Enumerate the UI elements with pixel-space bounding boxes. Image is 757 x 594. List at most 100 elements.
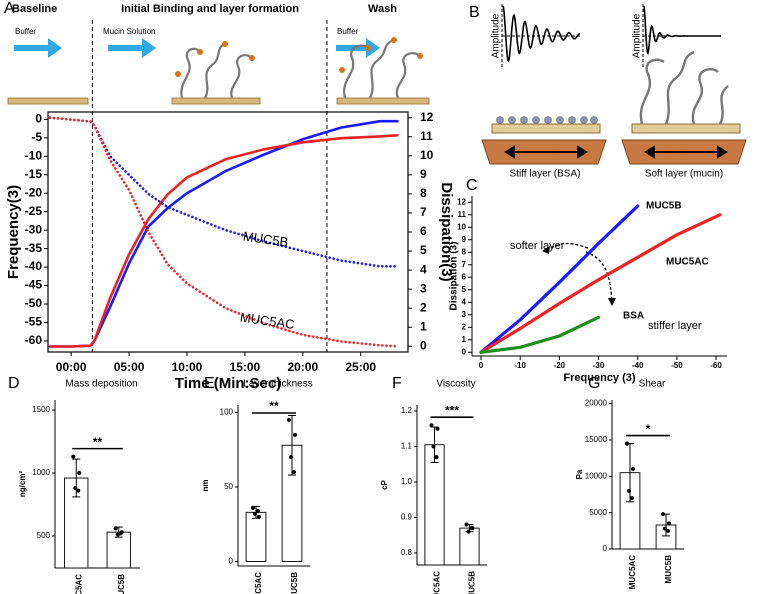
panel-label: D: [8, 375, 20, 392]
data-point: [256, 508, 260, 513]
series-line: [48, 116, 399, 268]
significance: **: [269, 399, 279, 413]
y-tick-label: 2: [462, 322, 467, 331]
wave: [502, 5, 581, 63]
x-tick-label: MUC5AC: [628, 555, 637, 589]
y-tick-label: -40: [25, 259, 43, 273]
data-point: [251, 505, 255, 510]
y-axis-title: nm: [201, 480, 210, 492]
x-tick-label: 25:00: [345, 360, 376, 374]
y-tick-label: 0: [229, 557, 234, 566]
data-point: [431, 444, 436, 449]
x-tick-label: -20: [554, 361, 566, 370]
series-line: [48, 119, 399, 348]
caption: Stiff layer (BSA): [510, 169, 581, 180]
data-point: [293, 432, 297, 437]
substrate: [336, 97, 430, 105]
series-line: [479, 204, 640, 354]
panel-label: F: [392, 375, 402, 392]
series-label: MUC5B: [646, 201, 682, 212]
data-point: [118, 531, 123, 536]
y2-tick-label: 0: [420, 338, 427, 352]
panel-label: B: [469, 4, 480, 21]
annotation: Buffer: [15, 27, 37, 36]
y-tick-label: 0: [462, 347, 467, 356]
x-tick-label: -60: [710, 361, 722, 370]
y2-tick-label: 3: [420, 281, 427, 295]
y-tick-label: 7: [462, 260, 467, 269]
significance: **: [93, 435, 103, 449]
y2-tick-label: 4: [420, 262, 427, 276]
y-axis-title: Dissipation (3): [449, 242, 460, 311]
data-point: [469, 526, 474, 531]
y-tick-label: 10000: [585, 471, 608, 480]
x-tick-label: MUC5B: [117, 574, 126, 594]
y-tick-label: 0.8: [401, 548, 413, 557]
substrate: [171, 97, 261, 105]
x-tick-label: 0: [479, 361, 484, 370]
data-point: [667, 521, 671, 526]
x-tick-label: -10: [514, 361, 526, 370]
y-axis-title: ng/cm²: [18, 471, 27, 498]
y2-tick-label: 8: [420, 186, 427, 200]
y2-tick-label: 9: [420, 167, 427, 181]
x-tick-label: MUC5B: [664, 555, 673, 584]
wave: [643, 5, 721, 56]
data-point: [435, 426, 440, 431]
wave-label: Amplitude: [632, 13, 643, 58]
y2-tick-label: 7: [420, 205, 427, 219]
y-tick-label: -5: [31, 130, 42, 144]
data-point: [464, 522, 469, 527]
x-tick-label: 05:00: [114, 360, 145, 374]
data-point: [429, 423, 434, 428]
y2-tick-label: 6: [420, 224, 427, 238]
y-tick-label: 0.9: [401, 513, 413, 522]
series-line: [48, 134, 399, 348]
y-axis-title: cP: [380, 479, 389, 489]
y-tick-label: 1.2: [401, 406, 413, 415]
annotation: Mucin Solution: [103, 27, 155, 36]
x-tick-label: 20:00: [287, 360, 318, 374]
annotation: Buffer: [337, 27, 359, 36]
data-point: [627, 488, 631, 493]
x-tick-label: MUC5B: [468, 571, 477, 594]
series-line: [479, 315, 601, 354]
bar: [459, 527, 480, 566]
x-axis-title: Time (Min:Sec): [175, 375, 281, 392]
schematic-a: [7, 37, 430, 105]
end-groups: [175, 37, 423, 77]
section-header: Baseline: [12, 3, 57, 15]
wave-label: Amplitude: [491, 13, 502, 58]
layer: [491, 123, 601, 134]
y-tick-label: -45: [25, 278, 43, 292]
data-point: [630, 496, 634, 501]
x-tick-label: MUC5AC: [74, 574, 83, 594]
y-tick-label: 5000: [589, 508, 607, 517]
section-header: Wash: [368, 3, 397, 15]
schematic-b: Amplitude Amplitude Stiff layer (BSA) So…: [481, 4, 747, 180]
x-tick-label: MUC5B: [290, 572, 299, 594]
y-tick-label: 12: [457, 197, 466, 206]
substrate: [7, 97, 89, 105]
panel-label: G: [588, 375, 600, 392]
series-line: [479, 213, 722, 354]
data-point: [663, 526, 667, 531]
annotation: softer layer: [510, 240, 565, 252]
x-tick-label: MUC5AC: [254, 572, 263, 594]
mucin: [639, 50, 729, 125]
y-tick-label: -50: [25, 296, 43, 310]
annotation: stiffer layer: [648, 320, 702, 332]
y-tick-label: 5: [462, 285, 467, 294]
chart-title: Shear: [639, 379, 666, 390]
y-tick-label: -15: [25, 167, 43, 181]
y-tick-label: 10: [457, 222, 466, 231]
series-label: MUC5AC: [239, 310, 295, 332]
y-tick-label: 1500: [32, 405, 50, 414]
data-point: [257, 514, 261, 519]
section-header: Initial Binding and layer formation: [121, 3, 299, 15]
chart-title: Layer thickness: [243, 379, 312, 390]
panel-label: C: [466, 177, 478, 194]
data-point: [661, 512, 665, 517]
series-line: [48, 116, 399, 348]
shear-arrow: [504, 145, 728, 159]
